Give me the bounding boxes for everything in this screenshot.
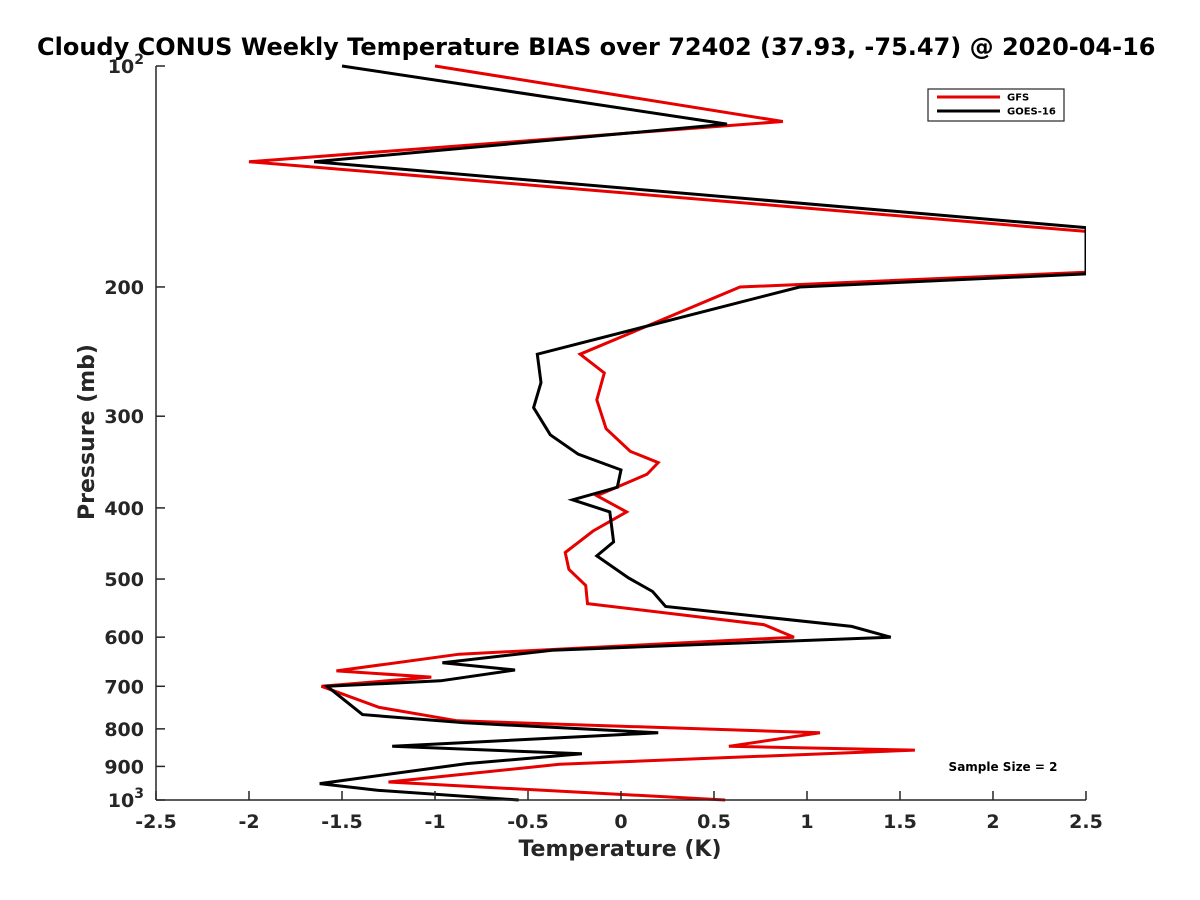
legend-label-gfs: GFS (1007, 93, 1029, 104)
series-line-gfs (248, 64, 1086, 802)
x-tick-label: -1 (424, 811, 445, 833)
axes (155, 66, 1086, 801)
legend: GFS GOES-16 (927, 88, 1065, 122)
data-lines (248, 64, 1086, 802)
y-tick-label: 400 (104, 498, 144, 520)
x-tick-label: 1 (800, 811, 813, 833)
chart-title: Cloudy CONUS Weekly Temperature BIAS ove… (37, 33, 1155, 61)
x-tick-label: 0 (614, 811, 627, 833)
x-tick-label: -1.5 (321, 811, 363, 833)
y-tick-label: 800 (104, 719, 144, 741)
y-tick-label: 103 (108, 786, 144, 812)
x-axis-ticks: -2.5 -2 -1.5 -1 -0.5 0 0.5 1 1.5 2 2.5 (135, 791, 1103, 833)
legend-label-goes-16: GOES-16 (1007, 107, 1056, 118)
x-tick-label: 0.5 (697, 811, 731, 833)
y-tick-label: 600 (104, 627, 144, 649)
series-line-goes-16 (313, 64, 1086, 802)
y-tick-label: 700 (104, 676, 144, 698)
x-tick-label: -2 (238, 811, 259, 833)
legend-box (927, 88, 1065, 122)
x-tick-label: 1.5 (883, 811, 917, 833)
y-tick-label: 102 (108, 52, 144, 78)
x-tick-label: -0.5 (507, 811, 549, 833)
y-axis-ticks: 102 200 300 400 500 600 700 800 900 103 (104, 52, 165, 812)
x-axis-label: Temperature (K) (518, 837, 721, 862)
y-axis-label: Pressure (mb) (75, 344, 100, 520)
y-tick-label: 500 (104, 569, 144, 591)
y-tick-label: 300 (104, 406, 144, 428)
x-tick-label: 2 (986, 811, 999, 833)
x-tick-label: -2.5 (135, 811, 177, 833)
y-tick-label: 900 (104, 756, 144, 778)
y-tick-label: 200 (104, 277, 144, 299)
sample-size-annotation: Sample Size = 2 (949, 760, 1058, 774)
x-tick-label: 2.5 (1069, 811, 1103, 833)
